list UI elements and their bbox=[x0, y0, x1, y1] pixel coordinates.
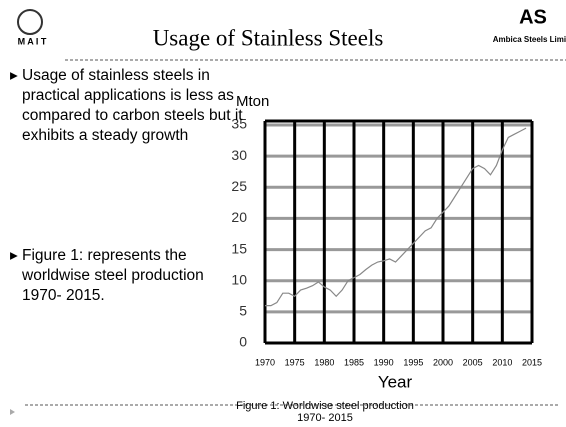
slide-title: Usage of Stainless Steels bbox=[153, 25, 384, 50]
y-tick-label: 20 bbox=[231, 209, 247, 225]
x-tick-label: 1985 bbox=[344, 357, 364, 367]
bullet: Usage of stainless steels in practical a… bbox=[10, 66, 244, 146]
x-tick-label: 1970 bbox=[255, 357, 275, 367]
logo-mark: AS bbox=[519, 6, 547, 28]
logo-text: Ambica Steels Limite bbox=[493, 35, 566, 44]
y-axis-label: Mton bbox=[236, 93, 269, 110]
x-tick-label: 1995 bbox=[403, 357, 423, 367]
x-axis-label: Year bbox=[378, 372, 413, 391]
caption: Figure 1: Worldwise steel production 197… bbox=[236, 400, 414, 424]
footer-arrow bbox=[10, 409, 15, 415]
logo bbox=[17, 9, 43, 35]
y-tick-label: 0 bbox=[239, 334, 247, 350]
y-tick-label: 5 bbox=[239, 303, 247, 319]
y-tick-label: 30 bbox=[231, 147, 247, 163]
x-tick-label: 1980 bbox=[314, 357, 334, 367]
x-tick-label: 2015 bbox=[522, 357, 542, 367]
x-tick-label: 1975 bbox=[285, 357, 305, 367]
x-tick-label: 2000 bbox=[433, 357, 453, 367]
logo-text: M A I T bbox=[18, 36, 47, 46]
x-tick-label: 2005 bbox=[463, 357, 483, 367]
data-line bbox=[265, 127, 527, 307]
x-tick-label: 1990 bbox=[374, 357, 394, 367]
bullet: Figure 1: represents the worldwise steel… bbox=[10, 246, 244, 306]
y-tick-label: 25 bbox=[231, 178, 247, 194]
x-tick-label: 2010 bbox=[492, 357, 512, 367]
